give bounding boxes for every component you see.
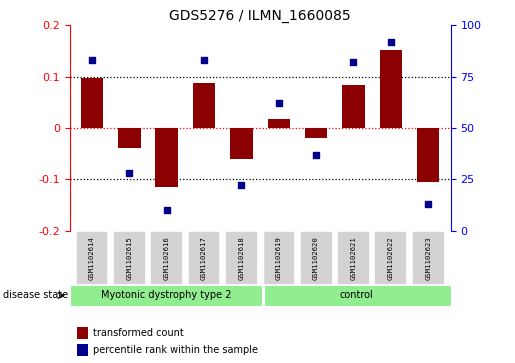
Bar — [342, 85, 365, 128]
Bar — [77, 327, 88, 339]
Bar — [193, 83, 215, 128]
Bar — [225, 231, 258, 285]
Text: control: control — [339, 290, 373, 301]
Point — [237, 183, 246, 188]
Text: GSM1102619: GSM1102619 — [276, 236, 282, 280]
Text: GSM1102614: GSM1102614 — [89, 236, 95, 280]
Text: Myotonic dystrophy type 2: Myotonic dystrophy type 2 — [101, 290, 232, 301]
Bar — [118, 128, 141, 148]
Bar — [81, 78, 103, 128]
Text: disease state: disease state — [3, 290, 67, 301]
Point — [424, 201, 432, 207]
Bar — [264, 285, 451, 306]
Text: GSM1102617: GSM1102617 — [201, 236, 207, 280]
Bar — [70, 285, 262, 306]
Point — [387, 39, 395, 45]
Text: GSM1102622: GSM1102622 — [388, 236, 394, 280]
Bar — [337, 231, 370, 285]
Text: GSM1102621: GSM1102621 — [351, 236, 356, 280]
Bar — [187, 231, 220, 285]
Bar — [150, 231, 183, 285]
Text: GSM1102620: GSM1102620 — [313, 236, 319, 280]
Text: GSM1102616: GSM1102616 — [164, 236, 169, 280]
Text: GSM1102615: GSM1102615 — [126, 236, 132, 280]
Bar — [113, 231, 146, 285]
Point — [200, 57, 208, 63]
Bar — [262, 231, 295, 285]
Bar — [305, 128, 328, 138]
Bar — [76, 231, 108, 285]
Bar — [300, 231, 333, 285]
Bar — [230, 128, 252, 159]
Text: percentile rank within the sample: percentile rank within the sample — [93, 345, 258, 355]
Text: GSM1102618: GSM1102618 — [238, 236, 245, 280]
Point — [125, 170, 133, 176]
Bar — [268, 119, 290, 128]
Point — [312, 152, 320, 158]
Point — [274, 101, 283, 106]
Bar — [417, 128, 439, 182]
Point — [88, 57, 96, 63]
Point — [163, 207, 171, 213]
Bar — [77, 344, 88, 356]
Text: transformed count: transformed count — [93, 328, 184, 338]
Bar — [380, 50, 402, 128]
Text: GSM1102623: GSM1102623 — [425, 236, 431, 280]
Bar — [412, 231, 444, 285]
Bar — [156, 128, 178, 187]
Title: GDS5276 / ILMN_1660085: GDS5276 / ILMN_1660085 — [169, 9, 351, 23]
Bar — [374, 231, 407, 285]
Point — [349, 60, 357, 65]
